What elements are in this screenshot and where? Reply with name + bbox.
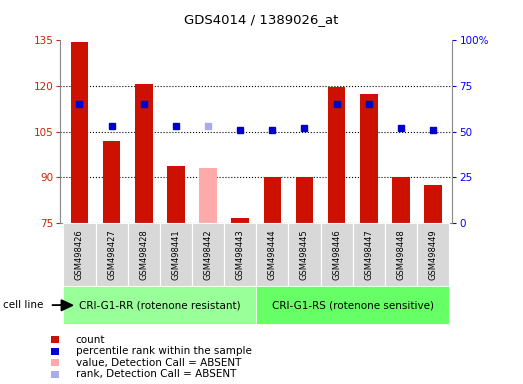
Text: GSM498442: GSM498442 — [203, 229, 212, 280]
Text: GSM498444: GSM498444 — [268, 229, 277, 280]
Bar — [71, 42, 88, 223]
Bar — [328, 88, 346, 223]
Text: GSM498446: GSM498446 — [332, 229, 341, 280]
Bar — [360, 94, 378, 223]
Text: GSM498448: GSM498448 — [396, 229, 405, 280]
Bar — [424, 185, 442, 223]
Bar — [103, 141, 120, 223]
Text: GSM498447: GSM498447 — [365, 229, 373, 280]
Bar — [167, 167, 185, 223]
Text: GSM498445: GSM498445 — [300, 229, 309, 280]
Text: count: count — [76, 335, 105, 345]
Text: cell line: cell line — [3, 300, 43, 310]
Text: value, Detection Call = ABSENT: value, Detection Call = ABSENT — [76, 358, 241, 368]
Text: percentile rank within the sample: percentile rank within the sample — [76, 346, 252, 356]
Text: GDS4014 / 1389026_at: GDS4014 / 1389026_at — [184, 13, 339, 26]
Text: rank, Detection Call = ABSENT: rank, Detection Call = ABSENT — [76, 369, 236, 379]
Bar — [295, 177, 313, 223]
Text: GSM498428: GSM498428 — [139, 229, 148, 280]
Text: GSM498426: GSM498426 — [75, 229, 84, 280]
Bar — [231, 218, 249, 223]
Bar — [199, 168, 217, 223]
Bar — [135, 84, 153, 223]
Bar — [392, 177, 410, 223]
Bar — [264, 177, 281, 223]
Text: CRI-G1-RR (rotenone resistant): CRI-G1-RR (rotenone resistant) — [79, 300, 241, 310]
Text: GSM498441: GSM498441 — [172, 229, 180, 280]
Text: CRI-G1-RS (rotenone sensitive): CRI-G1-RS (rotenone sensitive) — [272, 300, 434, 310]
Text: GSM498449: GSM498449 — [429, 229, 438, 280]
Text: GSM498443: GSM498443 — [236, 229, 245, 280]
Text: GSM498427: GSM498427 — [107, 229, 116, 280]
